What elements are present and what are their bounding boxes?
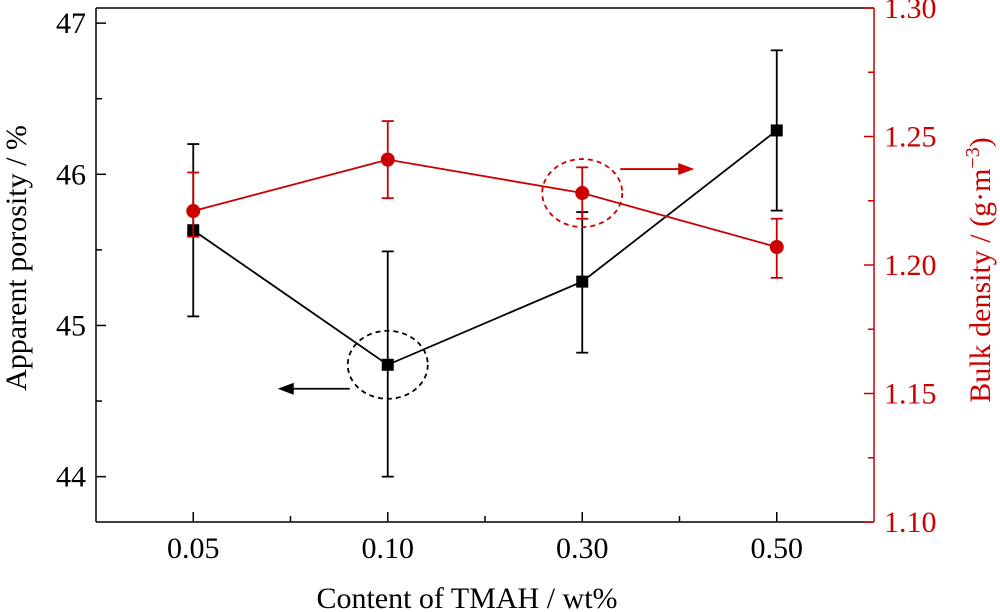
y-left-tick-label: 46 [56,158,86,191]
y-axis-left-label: Apparent porosity / % [0,125,33,391]
arrow-head [678,163,695,176]
data-point-square [770,124,783,137]
data-point-square [576,275,589,288]
y-left-tick-label: 47 [56,7,86,40]
y-axis-right-label-main: Bulk density / (g·m [964,169,997,403]
annotations [277,158,695,400]
y-axis-right-label-end: ) [964,137,997,147]
x-axis-label: Content of TMAH / wt% [316,582,617,612]
series-line [193,158,777,248]
y-axis-right-label-superscript: −3 [962,147,984,168]
data-point-circle [575,186,590,201]
x-tick-label: 0.50 [751,532,804,565]
series-line [192,129,778,366]
data-point-circle [380,152,395,167]
x-tick-label: 0.30 [556,532,609,565]
x-tick-label: 0.05 [167,532,220,565]
y-right-tick-label: 1.30 [884,0,937,25]
arrow-head [277,382,294,395]
y-axis-right-label: Bulk density / (g·m−3) [962,137,997,402]
axes: 0.05 0.10 0.30 0.50 44 45 46 47 1.10 1.15 1.20 1.25… [56,0,937,565]
x-tick-label: 0.10 [362,532,415,565]
y-left-tick-label: 44 [56,461,86,494]
y-right-tick-label: 1.15 [884,378,937,411]
data-point-circle [186,204,201,219]
y-right-tick-label: 1.20 [884,249,937,282]
y-left-tick-label: 45 [56,309,86,342]
series-layer [186,49,784,478]
dashed-ellipse [346,329,429,400]
dashed-ellipse [541,158,624,228]
data-point-square [381,358,394,371]
y-right-tick-label: 1.25 [884,121,937,154]
y-right-tick-label: 1.10 [884,506,937,539]
data-point-circle [769,240,784,255]
